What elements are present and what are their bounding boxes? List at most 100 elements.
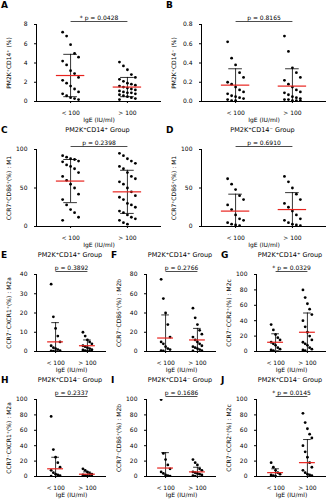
svg-text:8: 8	[24, 20, 28, 27]
svg-text:80: 80	[240, 286, 248, 293]
svg-text:0: 0	[244, 347, 248, 354]
svg-text:IgE (IU/ml): IgE (IU/ml)	[276, 491, 308, 499]
svg-text:p = 0.1686: p = 0.1686	[165, 389, 199, 397]
svg-text:80: 80	[130, 411, 138, 418]
svg-text:< 100: < 100	[61, 109, 80, 116]
svg-text:50: 50	[20, 184, 28, 191]
html-text:PM2K⁺CD14⁺ Group: PM2K⁺CD14⁺ Group	[257, 251, 323, 259]
svg-text:IgE (IU/ml): IgE (IU/ml)	[83, 241, 115, 249]
svg-text:> 100: > 100	[78, 358, 97, 366]
svg-text:IgE (IU/ml): IgE (IU/ml)	[248, 116, 280, 124]
svg-text:IgE (IU/ml): IgE (IU/ml)	[166, 366, 198, 374]
svg-text:40: 40	[130, 442, 138, 449]
svg-text:50: 50	[185, 184, 193, 191]
svg-text:CCR7⁺CD86⁺(%) : M1: CCR7⁺CD86⁺(%) : M1	[5, 156, 12, 221]
svg-text:0: 0	[24, 347, 28, 354]
svg-text:0.8: 0.8	[183, 20, 193, 27]
svg-text:0: 0	[244, 472, 248, 479]
svg-text:2: 2	[24, 78, 28, 85]
html-text:PM2K⁺CD14⁺ Group: PM2K⁺CD14⁺ Group	[147, 251, 213, 259]
svg-text:* p = 0.0329: * p = 0.0329	[272, 264, 311, 272]
svg-text:IgE (IU/ml): IgE (IU/ml)	[248, 241, 280, 249]
svg-text:4: 4	[24, 59, 28, 66]
svg-text:p = 0.2337: p = 0.2337	[55, 389, 89, 397]
svg-text:0.2: 0.2	[183, 78, 193, 85]
svg-text:20: 20	[240, 457, 248, 464]
svg-text:< 100: < 100	[61, 234, 80, 241]
html-text:PM2K⁺CD14⁺ Group: PM2K⁺CD14⁺ Group	[65, 126, 130, 134]
svg-text:0.6: 0.6	[183, 40, 193, 47]
svg-text:0: 0	[134, 347, 138, 354]
svg-text:IgE (IU/ml): IgE (IU/ml)	[83, 116, 115, 124]
svg-text:20: 20	[20, 457, 28, 464]
svg-text:0: 0	[24, 472, 28, 479]
svg-text:60: 60	[240, 426, 248, 433]
svg-text:10: 10	[20, 328, 28, 335]
svg-text:< 100: < 100	[226, 234, 245, 241]
svg-text:p = 0.2398: p = 0.2398	[82, 139, 116, 147]
svg-text:CCR7⁻CD86⁺(%) : M2b: CCR7⁻CD86⁺(%) : M2b	[115, 404, 122, 472]
svg-text:20: 20	[130, 328, 138, 335]
svg-text:30: 30	[20, 290, 28, 297]
svg-text:100: 100	[236, 395, 248, 402]
html-text:PM2K⁺CD14⁺ Group: PM2K⁺CD14⁺ Group	[37, 251, 103, 259]
svg-text:* p = 0.0428: * p = 0.0428	[80, 14, 119, 22]
svg-text:< 100: < 100	[156, 358, 175, 366]
svg-text:CCR7⁻CD86⁺(%) : M2b: CCR7⁻CD86⁺(%) : M2b	[115, 279, 122, 347]
svg-text:20: 20	[240, 332, 248, 339]
svg-text:0: 0	[134, 472, 138, 479]
svg-text:40: 40	[240, 317, 248, 324]
svg-text:p = 0.2766: p = 0.2766	[165, 264, 199, 272]
svg-text:40: 40	[20, 442, 28, 449]
svg-text:0: 0	[189, 222, 193, 229]
svg-text:6: 6	[24, 40, 28, 47]
svg-text:CCR7⁻CCR2⁺(%) : M2c: CCR7⁻CCR2⁺(%) : M2c	[225, 404, 232, 472]
svg-text:* p = 0.0145: * p = 0.0145	[272, 389, 311, 397]
svg-text:p = 0.6910: p = 0.6910	[247, 139, 281, 147]
svg-text:IgE (IU/ml): IgE (IU/ml)	[166, 491, 198, 499]
svg-text:100: 100	[16, 395, 28, 402]
svg-text:80: 80	[240, 411, 248, 418]
svg-text:0.0: 0.0	[183, 97, 193, 104]
svg-text:CCR7⁻CXCR1⁺(%) : M2a: CCR7⁻CXCR1⁺(%) : M2a	[5, 277, 12, 349]
svg-text:IgE (IU/ml): IgE (IU/ml)	[56, 491, 88, 499]
svg-text:PM2K⁺CD14⁺ (%): PM2K⁺CD14⁺ (%)	[5, 37, 12, 89]
svg-text:60: 60	[130, 290, 138, 297]
svg-text:CCR7⁺CD86⁺(%) : M1: CCR7⁺CD86⁺(%) : M1	[170, 156, 177, 221]
svg-text:< 100: < 100	[266, 358, 285, 366]
svg-text:80: 80	[130, 270, 138, 277]
svg-text:p = 0.8165: p = 0.8165	[247, 14, 281, 22]
svg-text:p = 0.3892: p = 0.3892	[55, 264, 89, 272]
svg-text:60: 60	[20, 426, 28, 433]
svg-text:0.4: 0.4	[183, 59, 193, 66]
svg-text:> 100: > 100	[118, 109, 137, 116]
html-text:G: G	[221, 250, 229, 260]
svg-text:100: 100	[16, 145, 28, 152]
svg-text:CCR7⁻CCR2⁺(%) : M2c: CCR7⁻CCR2⁺(%) : M2c	[225, 279, 232, 347]
svg-text:100: 100	[181, 145, 193, 152]
svg-text:40: 40	[20, 270, 28, 277]
svg-text:100: 100	[236, 270, 248, 277]
svg-text:0: 0	[24, 222, 28, 229]
svg-text:IgE (IU/ml): IgE (IU/ml)	[276, 366, 308, 374]
svg-text:< 100: < 100	[226, 109, 245, 116]
svg-text:60: 60	[130, 426, 138, 433]
svg-text:IgE (IU/ml): IgE (IU/ml)	[56, 366, 88, 374]
svg-text:20: 20	[130, 457, 138, 464]
svg-text:PM2K⁺CD14⁻ (%): PM2K⁺CD14⁻ (%)	[170, 37, 177, 89]
svg-text:0: 0	[24, 97, 28, 104]
svg-text:40: 40	[130, 309, 138, 316]
html-text:PM2K⁺CD14⁻ Group: PM2K⁺CD14⁻ Group	[230, 126, 295, 134]
svg-text:80: 80	[20, 411, 28, 418]
html-text:D: D	[166, 125, 174, 135]
svg-text:CCR7⁻CXCR1⁺(%) : M2a: CCR7⁻CXCR1⁺(%) : M2a	[5, 402, 12, 474]
svg-text:> 100: > 100	[283, 234, 302, 241]
svg-text:< 100: < 100	[46, 358, 65, 366]
svg-text:60: 60	[240, 301, 248, 308]
svg-text:40: 40	[240, 442, 248, 449]
svg-text:100: 100	[126, 395, 138, 402]
svg-text:> 100: > 100	[118, 234, 137, 241]
svg-text:20: 20	[20, 309, 28, 316]
svg-text:> 100: > 100	[283, 109, 302, 116]
svg-text:> 100: > 100	[188, 358, 207, 366]
